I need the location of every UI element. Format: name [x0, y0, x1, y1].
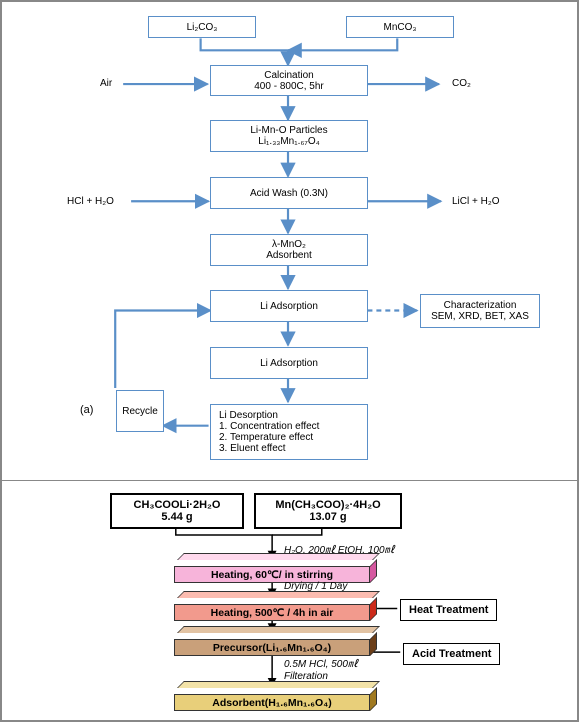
text-l1: Mn(CH₃COO)₂·4H₂O	[264, 499, 392, 511]
box-liads2: Li Adsorption	[210, 347, 368, 379]
text: Heating, 60℃/ in stirring	[211, 569, 333, 581]
bar-adsorbent: Adsorbent(H₁.₆Mn₁.₆O₄)	[174, 687, 380, 711]
box-characterization: Characterization SEM, XRD, BET, XAS	[420, 294, 540, 328]
text: Heating, 500℃ / 4h in air	[211, 607, 334, 619]
bar-side	[370, 597, 377, 621]
text: MnCO₃	[384, 22, 417, 33]
text: Li Adsorption	[260, 301, 318, 312]
text: Li Adsorption	[260, 358, 318, 369]
bar-side	[370, 559, 377, 583]
bar-top	[177, 626, 380, 633]
text-l1: CH₃COOLi·2H₂O	[120, 499, 234, 511]
text: Recycle	[122, 406, 158, 417]
page: Li₂CO₃ MnCO₃ Calcination 400 - 800C, 5hr…	[0, 0, 579, 722]
bar-front: Adsorbent(H₁.₆Mn₁.₆O₄)	[174, 694, 370, 711]
box-particles: Li-Mn-O Particles Li₁.₃₃Mn₁.₆₇O₄	[210, 120, 368, 152]
bar-heating-60: Heating, 60℃/ in stirring	[174, 559, 380, 583]
bar-side	[370, 687, 377, 711]
bar-top	[177, 553, 380, 560]
text: Precursor(Li₁.₆Mn₁.₆O₄)	[213, 642, 331, 654]
wbox-mn-acetate: Mn(CH₃COO)₂·4H₂O 13.07 g	[254, 493, 402, 529]
panel-a-label: (a)	[80, 404, 93, 416]
label-licl: LiCl + H₂O	[452, 196, 500, 207]
text: Acid Wash (0.3N)	[250, 188, 328, 199]
box-acidwash: Acid Wash (0.3N)	[210, 177, 368, 209]
text-l2: SEM, XRD, BET, XAS	[431, 311, 529, 322]
text-l1: Li-Mn-O Particles	[250, 125, 327, 136]
label-co2: CO₂	[452, 78, 471, 89]
bar-heating-500: Heating, 500℃ / 4h in air	[174, 597, 380, 621]
ann-hcl: 0.5M HCl, 500㎖	[284, 655, 358, 670]
callout-heat: Heat Treatment	[400, 599, 497, 621]
bar-top	[177, 591, 380, 598]
box-liads: Li Adsorption	[210, 290, 368, 322]
text-1: 1. Concentration effect	[219, 421, 319, 432]
text-l1: Calcination	[264, 70, 313, 81]
wbox-li-acetate: CH₃COOLi·2H₂O 5.44 g	[110, 493, 244, 529]
box-recycle: Recycle	[116, 390, 164, 432]
panel-a: Li₂CO₃ MnCO₃ Calcination 400 - 800C, 5hr…	[1, 1, 578, 481]
bar-precursor: Precursor(Li₁.₆Mn₁.₆O₄)	[174, 632, 380, 656]
bar-top	[177, 681, 380, 688]
text-3: 3. Eluent effect	[219, 443, 286, 454]
box-adsorbent: λ-MnO₂ Adsorbent	[210, 234, 368, 266]
box-calcination: Calcination 400 - 800C, 5hr	[210, 65, 368, 96]
panel-b: CH₃COOLi·2H₂O 5.44 g Mn(CH₃COO)₂·4H₂O 13…	[1, 481, 578, 721]
callout-acid: Acid Treatment	[403, 643, 500, 665]
bar-side	[370, 632, 377, 656]
text-l1: λ-MnO₂	[272, 239, 306, 250]
text-l1: Characterization	[444, 300, 517, 311]
text-l2: Li₁.₃₃Mn₁.₆₇O₄	[258, 136, 319, 147]
text: Li₂CO₃	[187, 22, 218, 33]
text-t: Li Desorption	[219, 410, 278, 421]
bar-front: Precursor(Li₁.₆Mn₁.₆O₄)	[174, 639, 370, 656]
text-l2: 13.07 g	[264, 511, 392, 523]
bar-front: Heating, 500℃ / 4h in air	[174, 604, 370, 621]
text: Adsorbent(H₁.₆Mn₁.₆O₄)	[212, 697, 331, 709]
text-2: 2. Temperature effect	[219, 432, 313, 443]
box-li2co3: Li₂CO₃	[148, 16, 256, 38]
text-l2: 400 - 800C, 5hr	[254, 81, 324, 92]
label-air: Air	[100, 78, 112, 89]
text-l2: 5.44 g	[120, 511, 234, 523]
text-l2: Adsorbent	[266, 250, 312, 261]
box-mnco3: MnCO₃	[346, 16, 454, 38]
label-hcl: HCl + H₂O	[67, 196, 114, 207]
box-lidesorp: Li Desorption 1. Concentration effect 2.…	[210, 404, 368, 460]
